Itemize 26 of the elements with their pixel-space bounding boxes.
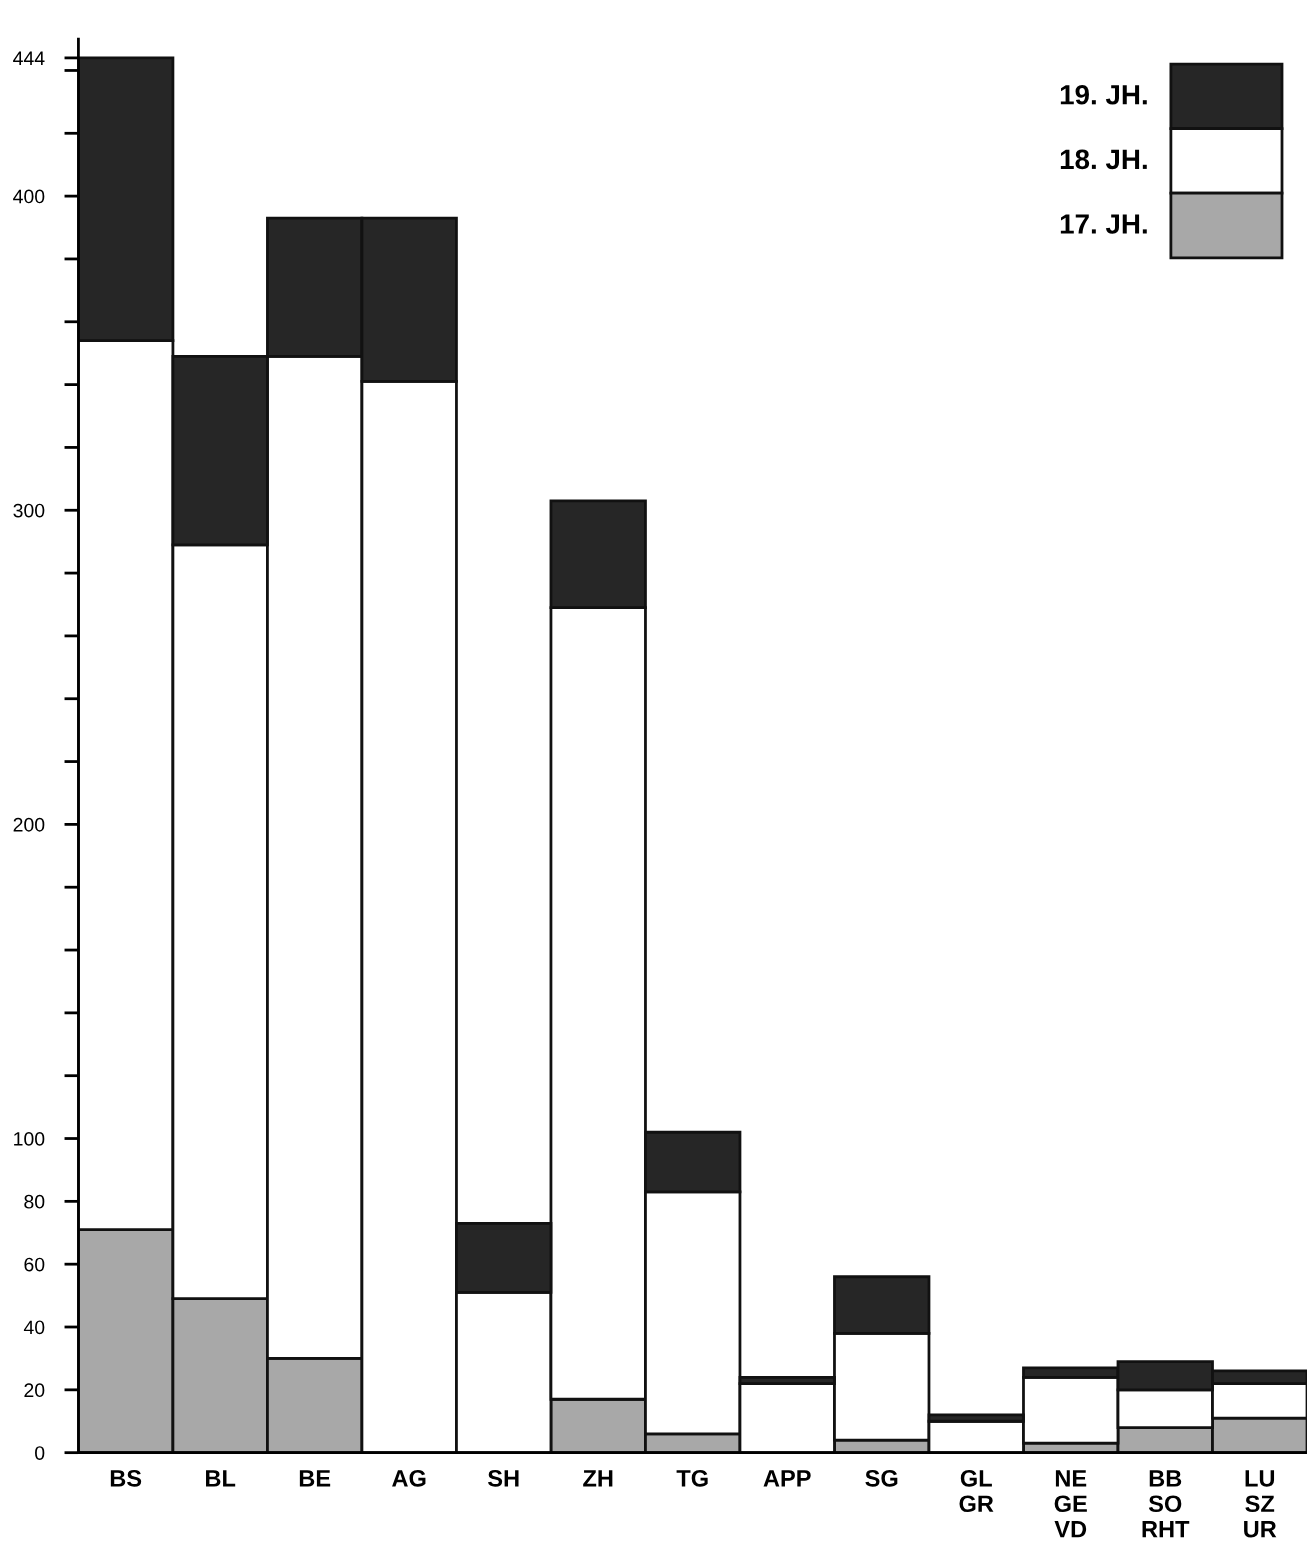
x-tick-label: APP [763, 1470, 811, 1487]
legend-label: 19. JH. [1060, 84, 1147, 105]
y-tick-label: 40 [23, 1320, 45, 1335]
x-tick-label: ZH [583, 1470, 613, 1487]
y-tick-label: 400 [13, 189, 45, 204]
y-tick-label: 200 [13, 817, 45, 832]
y-tick-label: 300 [13, 503, 45, 518]
y-tick-label: 444 [13, 51, 45, 65]
x-tick-label: SG [865, 1469, 898, 1487]
x-tick-label: AG [392, 1469, 426, 1487]
x-tick-label: BB SO RHT [1142, 1470, 1190, 1538]
legend-label: 17. JH. [1060, 214, 1147, 234]
x-tick-label: BS [110, 1469, 142, 1487]
x-tick-label: LU SZ UR [1244, 1470, 1277, 1538]
y-tick-label: 80 [24, 1194, 45, 1209]
legend-label: 18. JH. [1060, 149, 1147, 170]
x-tick-label: BE [299, 1470, 331, 1487]
y-tick-label: 100 [14, 1131, 45, 1146]
y-tick-label: 60 [24, 1257, 45, 1272]
x-tick-label: GL GR [959, 1469, 994, 1513]
x-tick-label: NE GE VD [1054, 1470, 1087, 1538]
y-tick-label: 0 [35, 1446, 45, 1460]
y-tick-label: 20 [24, 1383, 45, 1398]
x-tick-label: SH [487, 1469, 519, 1487]
x-tick-label: TG [676, 1469, 708, 1487]
x-tick-label: BL [206, 1470, 236, 1487]
